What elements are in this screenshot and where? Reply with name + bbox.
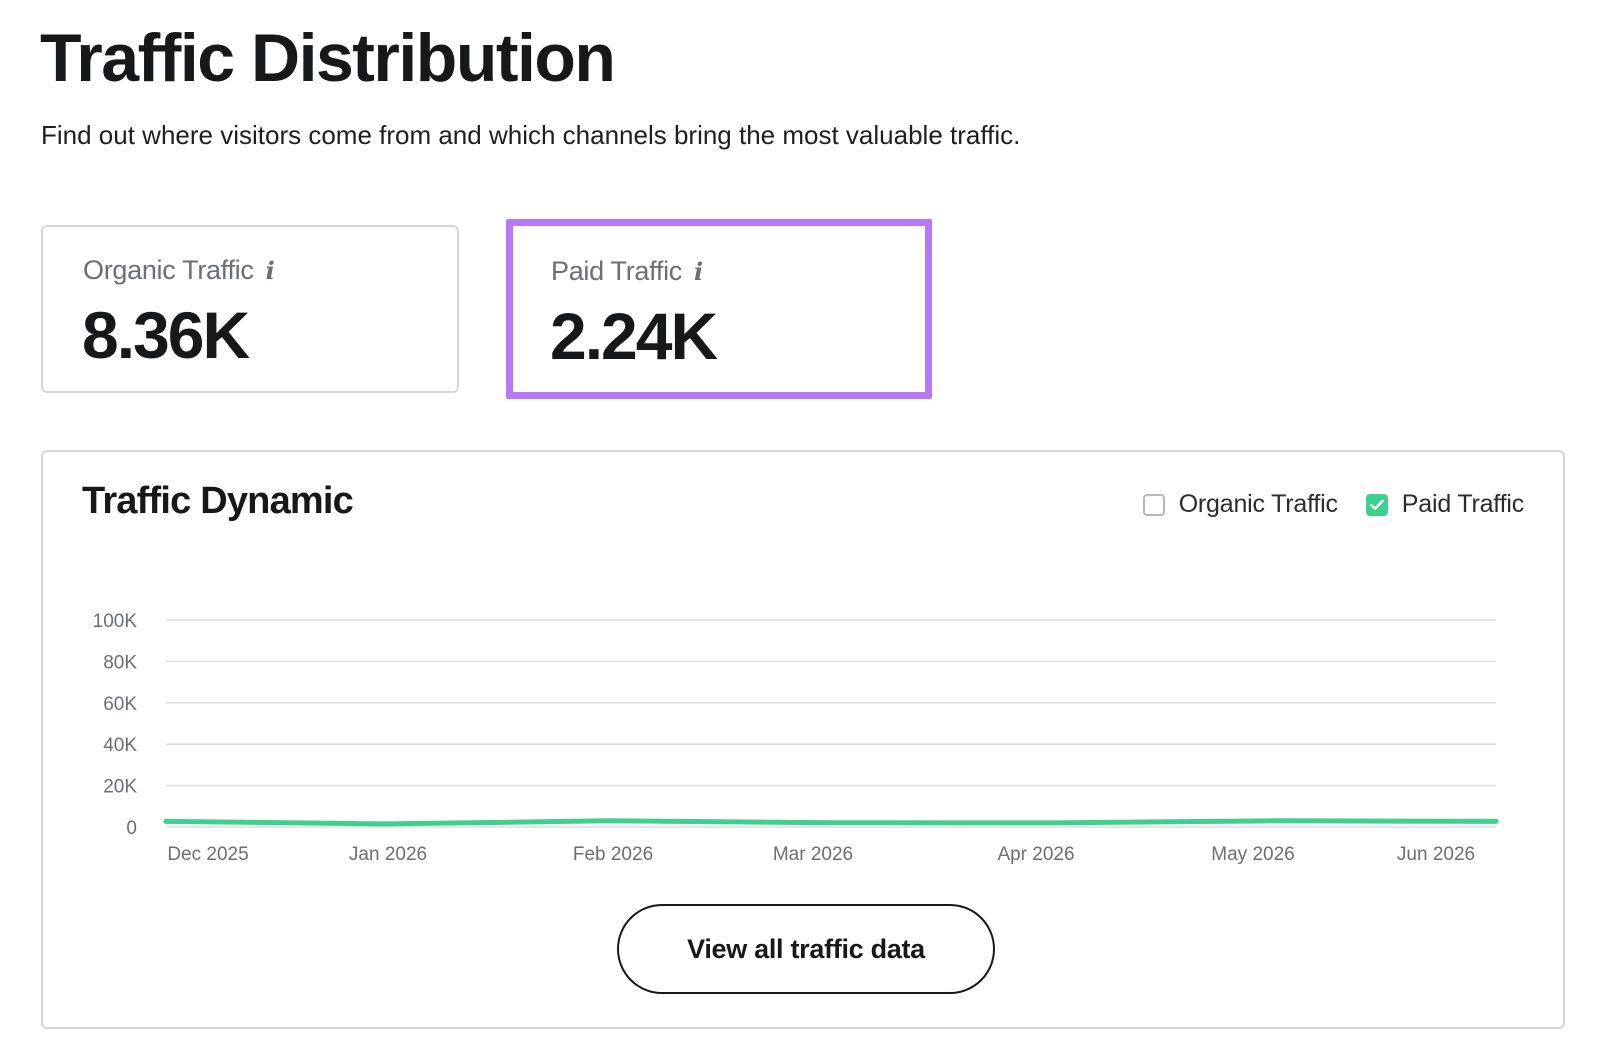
x-tick-label: Jun 2026	[1397, 844, 1475, 865]
paid-traffic-card[interactable]: Paid Traffic i 2.24K	[506, 219, 932, 399]
x-tick-label: Dec 2025	[167, 844, 248, 865]
y-tick-label: 40K	[103, 735, 137, 756]
info-icon[interactable]: i	[265, 256, 275, 285]
view-all-traffic-data-button[interactable]: View all traffic data	[617, 904, 995, 994]
paid-traffic-checkbox[interactable]	[1365, 493, 1388, 516]
y-tick-label: 0	[126, 818, 137, 839]
series-line-paid-traffic	[163, 818, 1499, 827]
y-tick-label: 100K	[93, 611, 138, 632]
y-tick-label: 80K	[103, 652, 137, 673]
traffic-dynamic-panel: 100K 80K 60K 40K 20K 0 Dec 2025 Jan 2026 Feb 202…	[41, 450, 1565, 1029]
traffic-chart: 100K 80K 60K 40K 20K 0 Dec 2025 Jan 2026 Feb 202…	[93, 611, 1499, 865]
x-tick-label: Apr 2026	[997, 844, 1074, 865]
legend-label: Organic Traffic	[1178, 490, 1338, 518]
organic-traffic-value: 8.36K	[82, 298, 250, 372]
info-icon[interactable]: i	[693, 257, 703, 286]
legend-label: Paid Traffic	[1401, 490, 1524, 518]
organic-traffic-label: Organic Traffic	[83, 255, 254, 285]
legend-paid-traffic[interactable]: Paid Traffic	[1365, 490, 1524, 519]
paid-traffic-value: 2.24K	[550, 299, 718, 373]
organic-traffic-checkbox[interactable]	[1142, 493, 1165, 516]
x-tick-label: May 2026	[1211, 844, 1294, 865]
chart-title: Traffic Dynamic	[82, 480, 354, 522]
organic-traffic-label-row: Organic Traffic i	[83, 255, 275, 286]
chart-legend: Organic Traffic Paid Traffic	[1115, 490, 1524, 519]
page-subtitle: Find out where visitors come from and wh…	[41, 120, 1021, 150]
x-tick-label: Feb 2026	[573, 844, 653, 865]
paid-traffic-label-row: Paid Traffic i	[551, 256, 703, 287]
y-tick-label: 60K	[103, 694, 137, 715]
organic-traffic-card[interactable]: Organic Traffic i 8.36K	[41, 225, 459, 393]
y-tick-label: 20K	[103, 777, 137, 798]
x-tick-label: Mar 2026	[773, 844, 853, 865]
checkmark-icon	[1370, 499, 1384, 510]
paid-traffic-label: Paid Traffic	[551, 256, 682, 286]
legend-organic-traffic[interactable]: Organic Traffic	[1142, 490, 1338, 519]
x-tick-label: Jan 2026	[349, 844, 427, 865]
page-title: Traffic Distribution	[40, 20, 616, 96]
